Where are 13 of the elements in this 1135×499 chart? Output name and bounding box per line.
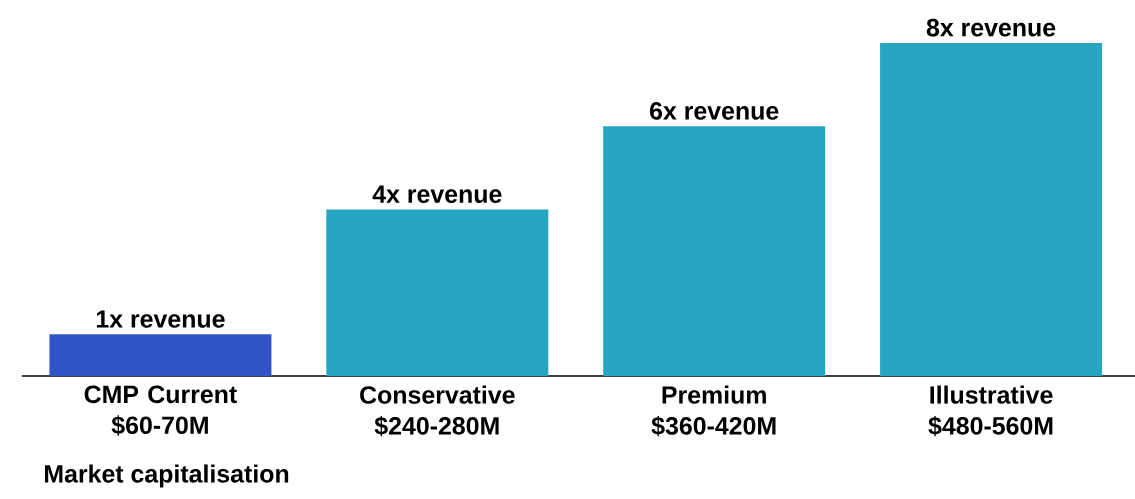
data-label: 4x revenue — [372, 185, 502, 203]
data-label: 8x revenue — [926, 18, 1056, 37]
data-label: 6x revenue — [650, 102, 779, 120]
bar — [880, 42, 1103, 376]
x-tick-label: CMP Current $60-70M — [84, 385, 237, 436]
x-tick-label: Illustrative $480-560M — [928, 385, 1053, 437]
x-tick-label: Premium $360-420M — [651, 385, 776, 437]
bar — [49, 334, 272, 376]
bar — [603, 126, 826, 376]
data-label: 1x revenue — [96, 310, 225, 328]
x-axis-title: Market capitalisation — [45, 464, 289, 488]
x-tick-label: Conservative $240-280M — [360, 385, 515, 437]
bar — [326, 209, 549, 376]
